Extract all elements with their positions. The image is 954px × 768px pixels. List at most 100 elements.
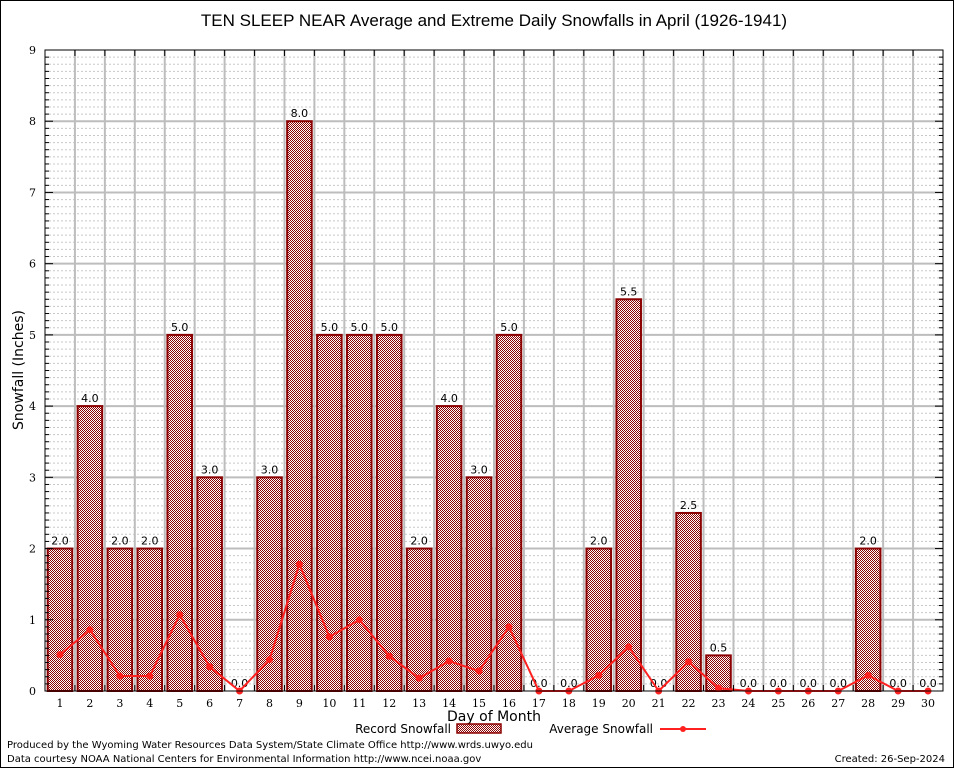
average-point-day-3: [116, 672, 124, 680]
bar-label-day-20: 5.5: [620, 285, 638, 298]
bar-label-day-2: 4.0: [81, 392, 99, 405]
x-tick-label: 7: [236, 697, 243, 710]
y-tick-label: 9: [29, 44, 36, 57]
x-tick-label: 24: [741, 697, 755, 710]
average-point-day-16: [505, 623, 513, 631]
average-point-day-9: [295, 560, 303, 568]
bar-day-19: [585, 547, 613, 692]
bar-label-day-5: 5.0: [171, 321, 189, 334]
bar-day-28: [854, 547, 882, 692]
bar-label-day-11: 5.0: [351, 321, 369, 334]
x-tick-label: 6: [206, 697, 213, 710]
bar-label-day-1: 2.0: [51, 535, 69, 548]
bar-label-day-27: 0.0: [829, 677, 847, 690]
y-tick-label: 1: [29, 614, 36, 627]
x-tick-label: 18: [562, 697, 576, 710]
bar-day-16: [495, 333, 523, 692]
legend-average-label: Average Snowfall: [549, 722, 653, 736]
x-tick-label: 8: [266, 697, 273, 710]
average-point-day-2: [86, 626, 94, 634]
average-point-day-10: [325, 633, 333, 641]
x-tick-label: 19: [592, 697, 606, 710]
average-point-day-14: [445, 657, 453, 665]
x-tick-label: 23: [712, 697, 726, 710]
footer-created: Created: 26-Sep-2024: [835, 754, 945, 765]
y-tick-label: 4: [29, 400, 36, 413]
bar-label-day-23: 0.5: [710, 641, 728, 654]
x-tick-label: 17: [532, 697, 546, 710]
average-point-day-23: [715, 684, 722, 692]
bar-label-day-10: 5.0: [321, 321, 339, 334]
x-tick-label: 13: [412, 697, 426, 710]
bar-label-day-6: 3.0: [201, 463, 219, 476]
average-point-day-13: [415, 674, 423, 682]
x-tick-label: 29: [891, 697, 905, 710]
x-tick-label: 9: [296, 697, 303, 710]
axes: [44, 49, 944, 692]
bar-day-13: [405, 547, 433, 692]
x-tick-label: 5: [176, 697, 183, 710]
bar-day-4: [136, 547, 164, 692]
x-tick-label: 20: [622, 697, 636, 710]
bar-labels: 2.0 4.0 2.0 2.0 5.0 3.0 0.0 3.0 8.0 5.0 5.0 5.0 2.0 4…: [51, 107, 937, 690]
bar-label-day-28: 2.0: [859, 535, 877, 548]
y-ticks: 0 1 2 3 4 5 6 7 8 9: [29, 44, 36, 698]
average-point-day-6: [206, 663, 214, 671]
average-point-day-22: [685, 658, 693, 666]
x-tick-label: 26: [801, 697, 815, 710]
bar-day-11: [346, 333, 373, 692]
bar-label-day-29: 0.0: [889, 677, 907, 690]
average-point-day-1: [56, 651, 64, 659]
bars: [46, 120, 882, 693]
average-point-day-12: [385, 652, 393, 660]
bar-label-day-24: 0.0: [740, 677, 758, 690]
bar-label-day-13: 2.0: [410, 535, 428, 548]
bar-label-day-12: 5.0: [380, 321, 398, 334]
x-ticks: 1 2 3 4 5 6 7 8 9 10 11 12 13 14 15 16 17 18 19 20 21 22 23 24 2…: [56, 697, 935, 710]
bar-label-day-4: 2.0: [141, 535, 159, 548]
y-tick-label: 3: [29, 471, 36, 484]
average-point-day-15: [475, 667, 483, 675]
x-tick-label: 22: [682, 697, 696, 710]
y-tick-label: 7: [29, 186, 36, 199]
average-point-day-4: [146, 672, 154, 680]
y-tick-label: 6: [29, 258, 36, 271]
x-tick-label: 16: [502, 697, 516, 710]
x-tick-label: 15: [472, 697, 486, 710]
bar-day-5: [166, 333, 193, 692]
x-tick-label: 14: [442, 697, 456, 710]
bar-label-day-8: 3.0: [261, 463, 279, 476]
bar-label-day-22: 2.5: [680, 499, 698, 512]
bar-day-6: [196, 476, 223, 693]
x-axis-label: Day of Month: [447, 709, 541, 725]
x-tick-label: 30: [921, 697, 935, 710]
average-point-day-28: [864, 671, 872, 679]
footer-data-courtesy: Data courtesy NOAA National Centers for …: [7, 754, 481, 765]
x-tick-label: 12: [382, 697, 396, 710]
x-tick-label: 27: [831, 697, 845, 710]
bar-day-20: [615, 298, 642, 692]
chart-title: TEN SLEEP NEAR Average and Extreme Daily…: [201, 11, 787, 30]
bar-day-14: [435, 405, 463, 692]
x-tick-label: 21: [652, 697, 666, 710]
average-point-day-8: [266, 656, 273, 664]
x-tick-label: 11: [352, 697, 366, 710]
footer-produced-by: Produced by the Wyoming Water Resources …: [7, 740, 533, 751]
bar-label-day-26: 0.0: [800, 677, 818, 690]
bar-label-day-3: 2.0: [111, 535, 129, 548]
x-tick-label: 25: [771, 697, 785, 710]
bar-label-day-18: 0.0: [560, 677, 578, 690]
bar-label-day-9: 8.0: [291, 107, 309, 120]
x-tick-label: 28: [861, 697, 875, 710]
y-tick-label: 2: [29, 543, 36, 556]
bar-label-day-30: 0.0: [919, 677, 937, 690]
legend-record-label: Record Snowfall: [355, 722, 451, 736]
bar-label-day-16: 5.0: [500, 321, 518, 334]
legend-record-swatch: [456, 723, 502, 734]
average-point-day-5: [176, 611, 184, 619]
y-tick-label: 0: [29, 685, 36, 698]
y-tick-label: 5: [29, 329, 36, 342]
y-axis-label: Snowfall (Inches): [11, 310, 27, 430]
bar-day-12: [375, 333, 403, 692]
